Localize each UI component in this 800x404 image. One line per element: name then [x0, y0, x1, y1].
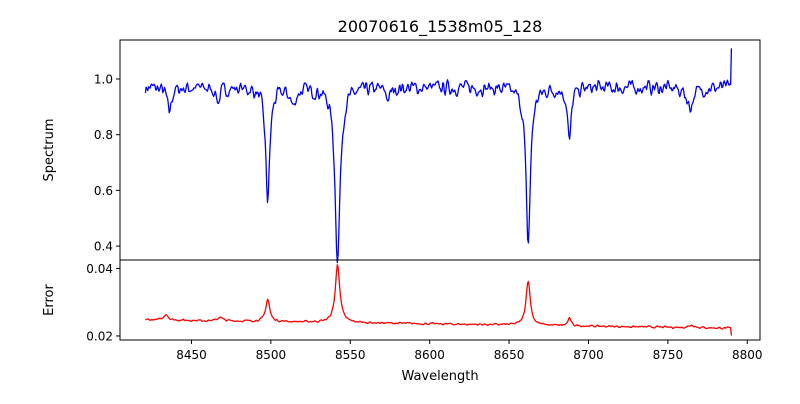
x-axis-label: Wavelength — [401, 369, 478, 384]
x-tick-label: 8800 — [732, 348, 763, 362]
spectrum-y-tick-label: 0.6 — [94, 184, 113, 198]
spectrum-y-axis-label: Spectrum — [42, 119, 57, 182]
error-axes-frame — [119, 259, 761, 341]
spectrum-y-ticks: 0.4 0.6 0.8 1.0 — [94, 72, 120, 254]
error-y-axis-label: Error — [42, 284, 57, 316]
x-tick-label: 8700 — [573, 348, 604, 362]
error-y-ticks: 0.02 0.04 — [86, 262, 120, 343]
spectrum-y-tick-label: 0.4 — [94, 240, 113, 254]
error-y-tick-label: 0.02 — [86, 329, 113, 343]
spectrum-y-tick-label: 1.0 — [94, 72, 113, 86]
x-tick-label: 8450 — [176, 348, 207, 362]
error-y-tick-label: 0.04 — [86, 262, 113, 276]
spectrum-panel: 0.4 0.6 0.8 1.0 Spectrum — [42, 39, 761, 264]
x-tick-label: 8650 — [494, 348, 525, 362]
x-tick-label: 8600 — [414, 348, 445, 362]
x-tick-label: 8750 — [653, 348, 684, 362]
spectrum-y-tick-label: 0.8 — [94, 128, 113, 142]
error-panel: 0.02 0.04 Error — [42, 259, 761, 343]
x-tick-label: 8500 — [256, 348, 287, 362]
chart-title: 20070616_1538m05_128 — [338, 17, 543, 37]
error-line — [145, 264, 733, 336]
x-axis-ticks: 8450 8500 8550 8600 8650 8700 8750 8800 — [176, 340, 763, 362]
x-tick-label: 8550 — [335, 348, 366, 362]
spectrum-line — [144, 48, 733, 264]
